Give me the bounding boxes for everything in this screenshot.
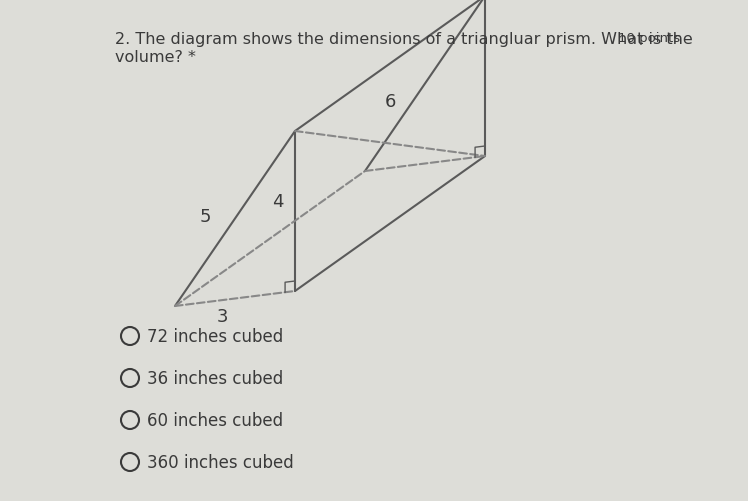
Text: 5: 5	[199, 207, 211, 225]
Text: 360 inches cubed: 360 inches cubed	[147, 453, 294, 471]
Text: 2. The diagram shows the dimensions of a triangluar prism. What is the: 2. The diagram shows the dimensions of a…	[115, 32, 693, 47]
Text: volume? *: volume? *	[115, 50, 196, 65]
Text: 60 inches cubed: 60 inches cubed	[147, 411, 283, 429]
Text: 4: 4	[272, 192, 283, 210]
Text: 72 inches cubed: 72 inches cubed	[147, 327, 283, 345]
Text: 10 points: 10 points	[618, 32, 680, 45]
Text: 36 inches cubed: 36 inches cubed	[147, 369, 283, 387]
Text: 3: 3	[216, 308, 227, 325]
Text: 6: 6	[384, 93, 396, 111]
